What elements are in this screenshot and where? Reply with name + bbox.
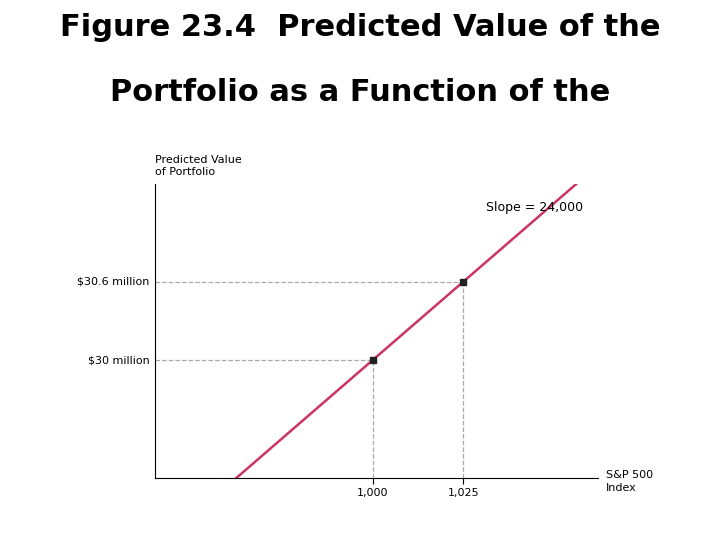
Text: Index: Index [606, 483, 637, 494]
Text: Portfolio as a Function of the: Portfolio as a Function of the [110, 78, 610, 107]
Text: $30.6 million: $30.6 million [77, 276, 150, 287]
Text: Figure 23.4  Predicted Value of the: Figure 23.4 Predicted Value of the [60, 14, 660, 43]
Text: S&P 500: S&P 500 [606, 470, 653, 480]
Text: $30 million: $30 million [88, 355, 150, 365]
Text: Predicted Value: Predicted Value [155, 154, 241, 165]
Text: Slope = 24,000: Slope = 24,000 [486, 200, 583, 214]
Text: of Portfolio: of Portfolio [155, 167, 215, 177]
